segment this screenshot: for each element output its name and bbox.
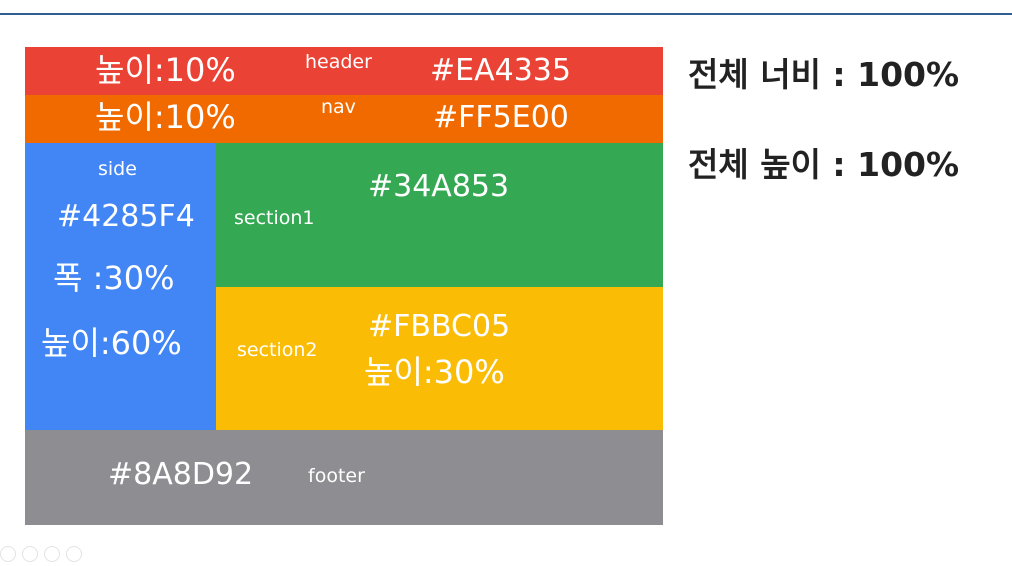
footer-block: #8A8D92 footer xyxy=(25,430,663,525)
section1-name-label: section1 xyxy=(234,207,315,229)
header-height-label: 높이:10% xyxy=(95,51,236,89)
total-height-note: 전체 높이 : 100% xyxy=(688,145,960,184)
section2-height-label: 높이:30% xyxy=(364,353,505,391)
nav-color-label: #FF5E00 xyxy=(433,100,569,135)
section1-color-label: #34A853 xyxy=(368,169,510,204)
header-color-label: #EA4335 xyxy=(430,53,571,88)
section2-name-label: section2 xyxy=(237,339,318,361)
top-divider xyxy=(0,13,1012,15)
section2-color-label: #FBBC05 xyxy=(368,309,511,344)
side-name-label: side xyxy=(98,158,137,180)
header-name-label: header xyxy=(305,51,372,73)
decorative-dots xyxy=(0,546,90,562)
section2-block: section2 #FBBC05 높이:30% xyxy=(216,287,663,430)
nav-name-label: nav xyxy=(321,96,356,118)
footer-color-label: #8A8D92 xyxy=(108,457,254,492)
side-color-label: #4285F4 xyxy=(57,199,195,234)
side-block: side #4285F4 폭 :30% 높이:60% xyxy=(25,143,216,430)
dot-icon xyxy=(22,546,38,562)
section1-block: section1 #34A853 xyxy=(216,143,663,287)
dot-icon xyxy=(44,546,60,562)
dot-icon xyxy=(0,546,16,562)
header-block: 높이:10% header #EA4335 xyxy=(25,47,663,95)
dot-icon xyxy=(66,546,82,562)
total-width-note: 전체 너비 : 100% xyxy=(688,55,960,94)
nav-height-label: 높이:10% xyxy=(95,98,236,136)
side-height-label: 높이:60% xyxy=(41,324,182,362)
nav-block: 높이:10% nav #FF5E00 xyxy=(25,95,663,143)
footer-name-label: footer xyxy=(308,465,365,487)
side-width-label: 폭 :30% xyxy=(53,259,175,297)
